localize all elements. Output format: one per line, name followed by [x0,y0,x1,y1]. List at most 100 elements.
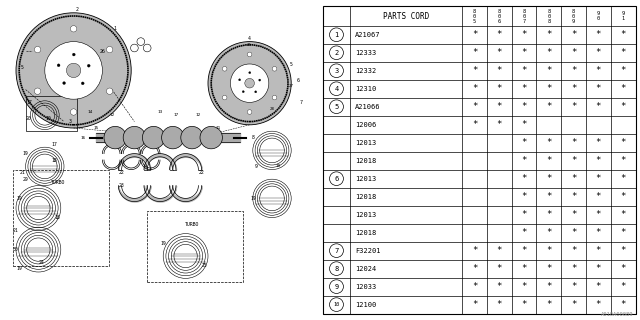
Circle shape [57,64,60,67]
Text: *: * [546,300,552,309]
Text: 24: 24 [39,260,44,265]
Text: *: * [620,246,626,255]
Text: *: * [571,156,576,165]
Text: 12: 12 [196,113,201,117]
Text: 12: 12 [109,113,115,117]
Text: 12033: 12033 [355,284,376,290]
Text: *: * [497,84,502,93]
Text: *: * [497,300,502,309]
Text: *: * [596,138,601,147]
Text: 12024: 12024 [355,266,376,272]
Text: *: * [596,48,601,57]
Text: 8
0
9: 8 0 9 [572,9,575,24]
Circle shape [222,95,227,100]
Text: 2: 2 [334,50,339,56]
Text: *: * [620,282,626,291]
Circle shape [272,95,277,100]
Text: *: * [546,84,552,93]
Text: *: * [522,156,527,165]
Text: *: * [571,174,576,183]
Text: *: * [522,102,527,111]
Circle shape [259,79,260,81]
Text: *: * [546,246,552,255]
Text: *: * [497,48,502,57]
Text: *: * [522,192,527,201]
Text: 12013: 12013 [355,140,376,146]
Text: *: * [546,30,552,39]
Bar [13,170,109,266]
Text: *: * [472,300,477,309]
Circle shape [181,126,204,149]
Text: *: * [522,210,527,219]
Text: TURBO: TURBO [51,180,65,185]
Text: 2: 2 [76,7,78,12]
Text: *: * [546,174,552,183]
Text: *: * [497,102,502,111]
Text: *: * [546,102,552,111]
Text: A21067: A21067 [355,32,381,38]
Text: *: * [620,264,626,273]
Text: *: * [522,138,527,147]
Text: 5: 5 [290,61,292,67]
Circle shape [247,110,252,114]
Text: 8
0
6: 8 0 6 [498,9,501,24]
Text: TURBO: TURBO [185,221,199,227]
Text: 15: 15 [93,126,99,130]
Circle shape [244,78,255,88]
Text: *: * [522,174,527,183]
Text: 3: 3 [334,68,339,74]
Text: *: * [620,210,626,219]
Text: *: * [596,30,601,39]
Text: 9
0: 9 0 [597,11,600,21]
Text: *: * [596,174,601,183]
Text: *: * [620,228,626,237]
Text: 26: 26 [100,49,105,54]
Text: *: * [571,228,576,237]
Text: *: * [472,246,477,255]
Text: *: * [522,120,527,129]
Text: 11: 11 [215,126,220,130]
Circle shape [200,126,223,149]
Text: 10: 10 [276,164,281,168]
Circle shape [106,46,113,53]
Text: *: * [522,246,527,255]
Text: *: * [620,48,626,57]
Circle shape [16,13,131,128]
Text: *: * [596,228,601,237]
Text: *: * [596,246,601,255]
Text: *: * [472,282,477,291]
Circle shape [255,91,257,93]
Text: 21: 21 [13,228,19,233]
Text: *: * [620,300,626,309]
Text: 17: 17 [173,113,179,117]
Text: *: * [546,156,552,165]
Text: 19: 19 [250,196,255,201]
Text: 9: 9 [334,284,339,290]
Text: *: * [620,30,626,39]
Text: 10: 10 [45,116,51,121]
Text: *: * [596,66,601,75]
Text: 12013: 12013 [355,212,376,218]
Text: *: * [620,192,626,201]
Text: 19: 19 [23,151,28,156]
Text: A010A00089: A010A00089 [601,312,634,317]
Text: A21066: A21066 [355,104,381,110]
Text: 12018: 12018 [355,194,376,200]
Text: 19: 19 [161,241,166,246]
Text: 17: 17 [26,100,31,105]
Text: *: * [571,84,576,93]
Text: 27: 27 [289,84,294,88]
Text: *: * [596,102,601,111]
Circle shape [162,126,184,149]
Text: *: * [472,120,477,129]
Text: *: * [596,210,601,219]
Text: *: * [620,174,626,183]
Circle shape [67,63,81,77]
Circle shape [208,42,291,125]
Circle shape [35,46,41,53]
Text: 19: 19 [17,266,22,271]
Text: 7: 7 [300,100,302,105]
Text: 4: 4 [334,86,339,92]
Text: *: * [472,264,477,273]
Text: *: * [596,300,601,309]
